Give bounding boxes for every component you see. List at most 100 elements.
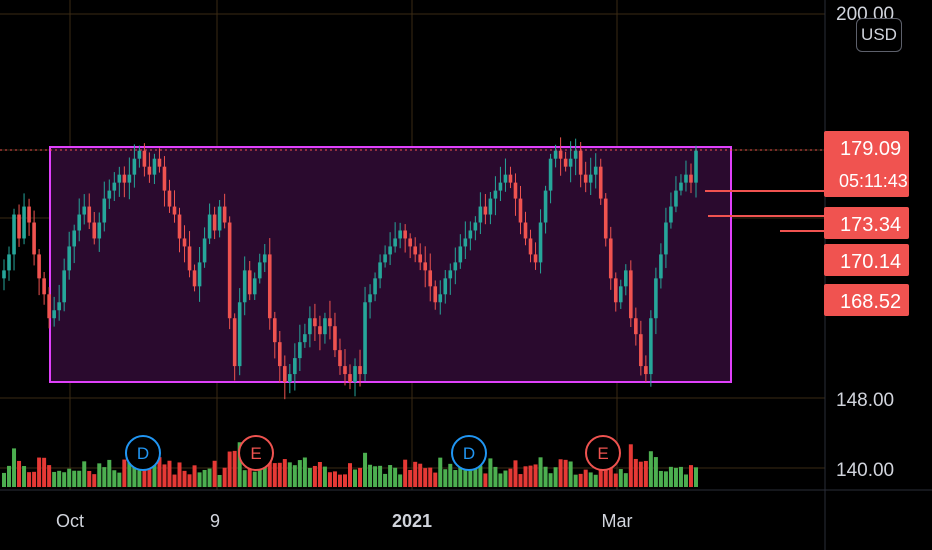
- candle-body: [237, 302, 242, 367]
- candle-body: [182, 238, 187, 247]
- volume-bar: [87, 470, 92, 487]
- volume-bar: [658, 470, 663, 487]
- volume-bar: [638, 461, 643, 487]
- volume-bar: [433, 472, 438, 487]
- candle-body: [293, 358, 297, 375]
- candle-body: [57, 302, 61, 311]
- candle-body: [323, 318, 327, 335]
- candle-body: [252, 278, 257, 295]
- volume-bar: [678, 466, 683, 487]
- currency-button[interactable]: USD: [856, 18, 902, 52]
- candle-body: [162, 166, 167, 191]
- volume-bar: [32, 471, 37, 487]
- volume-bar: [122, 459, 127, 487]
- candle-body: [288, 374, 292, 383]
- volume-bar: [378, 465, 383, 487]
- volume-bar: [348, 463, 352, 487]
- candle-body: [593, 166, 598, 175]
- volume-bar: [227, 451, 232, 487]
- volume-bar: [247, 459, 252, 487]
- volume-bar: [428, 467, 433, 487]
- candle-body: [27, 206, 31, 223]
- volume-bar: [62, 472, 67, 487]
- candle-body: [438, 294, 443, 303]
- candle-body: [679, 182, 683, 191]
- time-axis-label: 2021: [392, 511, 432, 531]
- candle-body: [267, 254, 272, 319]
- volume-bar: [623, 473, 628, 487]
- candle-body: [573, 150, 578, 159]
- volume-bar: [583, 469, 588, 487]
- candle-body: [538, 222, 543, 263]
- candle-body: [413, 246, 417, 255]
- candle-body: [2, 270, 6, 279]
- event-circle: [125, 435, 161, 471]
- volume-bar: [292, 465, 297, 487]
- volume-bar: [673, 467, 678, 487]
- volume-bar: [508, 468, 513, 487]
- candle-body: [318, 326, 322, 335]
- candle-body: [142, 150, 147, 167]
- candle-body: [664, 222, 668, 255]
- volume-bar: [388, 465, 393, 487]
- candle-body: [42, 278, 46, 295]
- candle-body: [313, 318, 317, 327]
- candle-body: [137, 150, 142, 159]
- volume-bar: [22, 466, 27, 487]
- volume-bar: [413, 461, 418, 487]
- price-tag-bg: [824, 244, 909, 276]
- event-label: D: [137, 444, 149, 463]
- candle-body: [398, 230, 402, 239]
- event-marker: E: [585, 435, 621, 471]
- candle-body: [634, 318, 638, 335]
- candle-body: [418, 254, 423, 263]
- volume-bar: [398, 474, 403, 487]
- volume-bar: [287, 462, 292, 487]
- volume-bar: [257, 464, 262, 487]
- candle-body: [272, 318, 277, 343]
- candle-body: [568, 158, 573, 167]
- candle-body: [403, 230, 407, 239]
- event-circle: [238, 435, 274, 471]
- candle-body: [147, 166, 152, 175]
- volume-bar: [262, 465, 267, 487]
- candle-body: [283, 366, 287, 383]
- candle-body: [62, 270, 66, 303]
- volume-bar: [618, 469, 623, 487]
- candle-body: [368, 294, 372, 303]
- volume-bar: [513, 460, 518, 487]
- volume-bar: [683, 474, 688, 487]
- volume-bar: [408, 469, 413, 487]
- event-label: D: [463, 444, 475, 463]
- volume-bar: [47, 465, 52, 487]
- volume-bar: [302, 457, 307, 487]
- candle-body: [408, 238, 412, 247]
- volume-bar: [182, 470, 187, 487]
- candle-body: [378, 262, 382, 279]
- candle-body: [222, 206, 227, 223]
- candle-body: [669, 206, 673, 223]
- volume-bar: [688, 465, 693, 487]
- candle-body: [694, 150, 698, 183]
- candle-body: [563, 158, 568, 167]
- candle-body: [463, 238, 468, 247]
- candle-body: [87, 206, 92, 223]
- candle-body: [172, 206, 177, 215]
- volume-bar: [2, 472, 6, 487]
- volume-bar: [438, 457, 443, 487]
- price-tag-value: 170.14: [840, 251, 901, 273]
- volume-bar: [37, 457, 42, 487]
- candle-body: [72, 230, 77, 247]
- candle-body: [37, 254, 41, 279]
- volume-bar: [222, 467, 227, 487]
- price-tag-value: 179.09: [840, 138, 901, 160]
- candle-body: [348, 374, 352, 383]
- volume-bar: [694, 467, 698, 487]
- candle-body: [458, 246, 463, 263]
- candle-body: [167, 190, 172, 207]
- candle-body: [353, 366, 357, 383]
- candle-body: [503, 174, 508, 183]
- volume-bar: [57, 470, 62, 487]
- volume-bar: [563, 459, 568, 487]
